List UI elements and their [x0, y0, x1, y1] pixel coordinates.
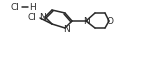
Text: Cl: Cl [11, 2, 19, 11]
Text: Cl: Cl [28, 13, 37, 22]
Text: H: H [29, 2, 35, 11]
Text: O: O [107, 17, 114, 26]
Text: N: N [63, 24, 69, 33]
Text: N: N [40, 12, 46, 22]
Text: N: N [83, 17, 89, 27]
